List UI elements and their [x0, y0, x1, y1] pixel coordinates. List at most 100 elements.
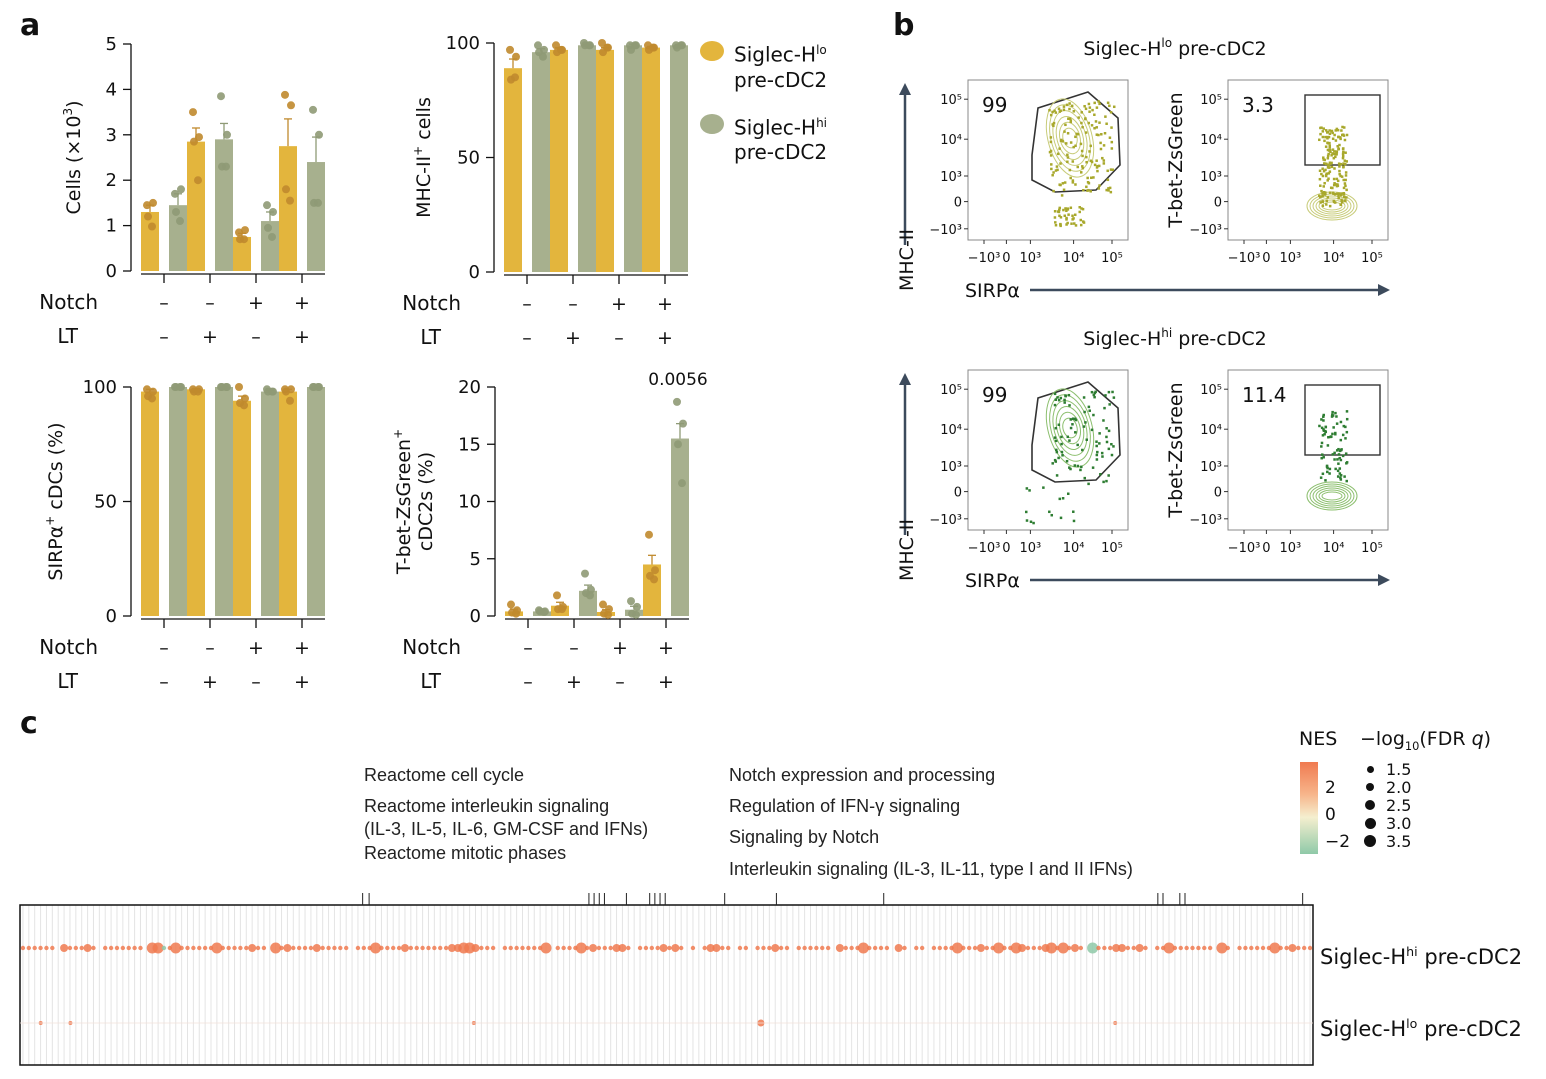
- pathway-dot-hi: [520, 945, 525, 951]
- event-dot: [1064, 394, 1067, 397]
- gate-rectangle: [1304, 94, 1381, 166]
- event-dot: [1319, 201, 1322, 204]
- nes-colorbar: [1300, 762, 1318, 854]
- event-dot: [1339, 193, 1343, 197]
- event-dot: [1321, 174, 1325, 178]
- bar: [141, 211, 159, 271]
- event-dot: [1090, 124, 1094, 127]
- pathway-dot-hi: [1010, 942, 1022, 954]
- event-dot: [1328, 129, 1331, 132]
- pathway-dot-hi: [1190, 945, 1195, 951]
- event-dot: [1329, 435, 1333, 438]
- pathway-dot-hi: [1002, 945, 1007, 951]
- pathway-dot-hi: [191, 945, 196, 951]
- y-tick-label: 50: [94, 492, 117, 513]
- pathway-dot-hi: [984, 945, 990, 951]
- event-dot: [1063, 214, 1067, 218]
- legend-label-line2: pre-cDC2: [734, 140, 828, 165]
- data-point: [674, 440, 682, 449]
- event-dot: [1326, 148, 1330, 152]
- event-dot: [1085, 438, 1088, 441]
- event-dot: [1325, 162, 1328, 166]
- event-dot: [1083, 476, 1087, 480]
- event-dot: [1326, 196, 1330, 199]
- event-dot: [1055, 450, 1059, 454]
- data-point: [558, 605, 566, 614]
- event-dot: [1334, 411, 1337, 415]
- pathway-dot-hi: [1237, 945, 1242, 951]
- event-dot: [1090, 428, 1094, 432]
- event-dot: [1048, 109, 1051, 112]
- pathway-label: Signaling by Notch: [729, 827, 880, 847]
- data-point: [649, 43, 657, 52]
- event-dot: [1053, 216, 1057, 219]
- event-dot: [1064, 142, 1068, 145]
- event-dot: [1322, 415, 1325, 418]
- y-axis-label-mhc: MHC-II: [896, 519, 918, 581]
- event-dot: [1059, 109, 1062, 112]
- event-dot: [1319, 184, 1322, 187]
- x-axis-label-sirpa: SIRPα: [965, 570, 1020, 592]
- gate-percentage: 11.4: [1242, 383, 1287, 407]
- data-point: [222, 383, 230, 391]
- event-dot: [1095, 444, 1098, 448]
- y-tick-label: 1: [106, 216, 117, 237]
- flow-y-tick-label: 10⁴: [1200, 133, 1222, 148]
- event-dot: [1092, 176, 1095, 179]
- event-dot: [1102, 480, 1105, 484]
- data-point: [645, 530, 653, 539]
- event-dot: [1337, 453, 1341, 456]
- event-dot: [1060, 442, 1063, 446]
- pathway-dot-hi: [170, 942, 182, 954]
- event-dot: [1080, 207, 1083, 210]
- event-dot: [1323, 433, 1326, 436]
- pathway-dot-hi: [1301, 945, 1307, 951]
- event-dot: [1054, 223, 1058, 227]
- event-dot: [1050, 513, 1054, 517]
- event-dot: [1342, 178, 1345, 182]
- event-dot: [1089, 144, 1092, 148]
- event-dot: [1324, 168, 1327, 172]
- event-dot: [1336, 469, 1340, 473]
- event-dot: [1081, 125, 1084, 129]
- event-dot: [1326, 165, 1330, 169]
- pathway-dot-hi: [878, 945, 884, 951]
- event-dot: [1343, 138, 1347, 142]
- legend-swatch-lo: [700, 41, 724, 61]
- arrow-head-icon: [899, 373, 911, 385]
- pathway-dot-hi: [343, 945, 349, 951]
- pathway-dot-hi: [720, 945, 725, 951]
- event-dot: [1338, 165, 1341, 168]
- event-dot: [1091, 466, 1095, 469]
- pathway-dot-hi: [872, 945, 878, 951]
- pathway-dot-hi: [279, 945, 284, 951]
- lt-sign: +: [658, 671, 674, 693]
- pathway-label: Reactome interleukin signaling: [364, 796, 610, 816]
- data-point: [585, 41, 593, 50]
- event-dot: [1067, 117, 1070, 120]
- data-point: [148, 222, 156, 231]
- event-dot: [1339, 478, 1343, 481]
- event-dot: [1108, 104, 1111, 108]
- event-dot: [1050, 163, 1053, 166]
- pathway-dot-hi: [438, 945, 443, 951]
- event-dot: [1331, 137, 1335, 141]
- flow-y-tick-label: 0: [954, 196, 962, 211]
- event-dot: [1328, 144, 1332, 147]
- pathway-dot-hi: [867, 945, 872, 951]
- pathway-dot-hi: [379, 945, 384, 951]
- pathway-dot-hi: [532, 945, 537, 951]
- flow-x-tick-label: −10³: [968, 541, 1001, 556]
- event-dot: [1340, 199, 1344, 203]
- event-dot: [1096, 169, 1099, 173]
- event-dot: [1080, 111, 1083, 114]
- event-dot: [1106, 101, 1110, 105]
- event-dot: [1340, 192, 1344, 195]
- event-dot: [1341, 433, 1345, 437]
- event-dot: [1058, 497, 1062, 501]
- event-dot: [1102, 162, 1106, 165]
- flow-x-tick-label: 10⁴: [1063, 251, 1085, 266]
- pathway-dot-hi: [471, 944, 480, 952]
- pathway-dot-hi: [1207, 945, 1213, 951]
- flow-x-tick-label: −10³: [1228, 251, 1261, 266]
